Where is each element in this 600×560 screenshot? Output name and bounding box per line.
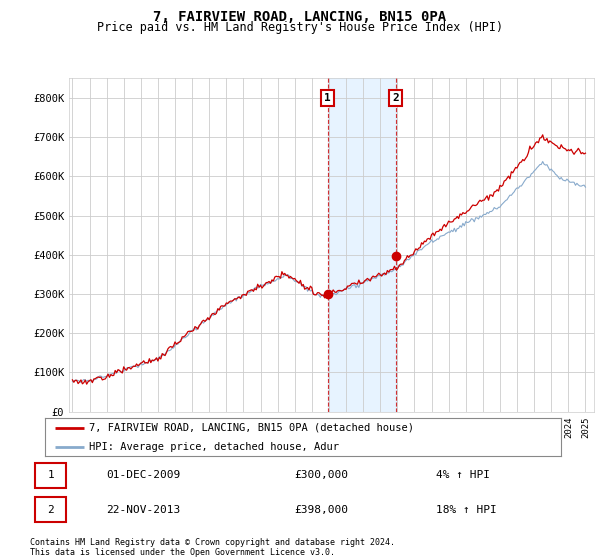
Text: £398,000: £398,000 [295, 505, 349, 515]
Text: 7, FAIRVIEW ROAD, LANCING, BN15 0PA: 7, FAIRVIEW ROAD, LANCING, BN15 0PA [154, 10, 446, 24]
Text: 1: 1 [47, 470, 54, 480]
Text: 2: 2 [47, 505, 54, 515]
Text: 01-DEC-2009: 01-DEC-2009 [106, 470, 180, 480]
FancyBboxPatch shape [35, 463, 66, 488]
Text: 1: 1 [324, 93, 331, 103]
Text: 22-NOV-2013: 22-NOV-2013 [106, 505, 180, 515]
Text: 4% ↑ HPI: 4% ↑ HPI [436, 470, 490, 480]
Bar [328, 78, 395, 412]
Text: Contains HM Land Registry data © Crown copyright and database right 2024.: Contains HM Land Registry data © Crown c… [30, 538, 395, 547]
Text: Price paid vs. HM Land Registry's House Price Index (HPI): Price paid vs. HM Land Registry's House … [97, 21, 503, 34]
Text: 2: 2 [392, 93, 399, 103]
Text: 7, FAIRVIEW ROAD, LANCING, BN15 0PA (detached house): 7, FAIRVIEW ROAD, LANCING, BN15 0PA (det… [89, 423, 414, 433]
Text: £300,000: £300,000 [295, 470, 349, 480]
Text: HPI: Average price, detached house, Adur: HPI: Average price, detached house, Adur [89, 442, 339, 452]
Text: This data is licensed under the Open Government Licence v3.0.: This data is licensed under the Open Gov… [30, 548, 335, 557]
Text: 18% ↑ HPI: 18% ↑ HPI [436, 505, 496, 515]
FancyBboxPatch shape [35, 497, 66, 522]
